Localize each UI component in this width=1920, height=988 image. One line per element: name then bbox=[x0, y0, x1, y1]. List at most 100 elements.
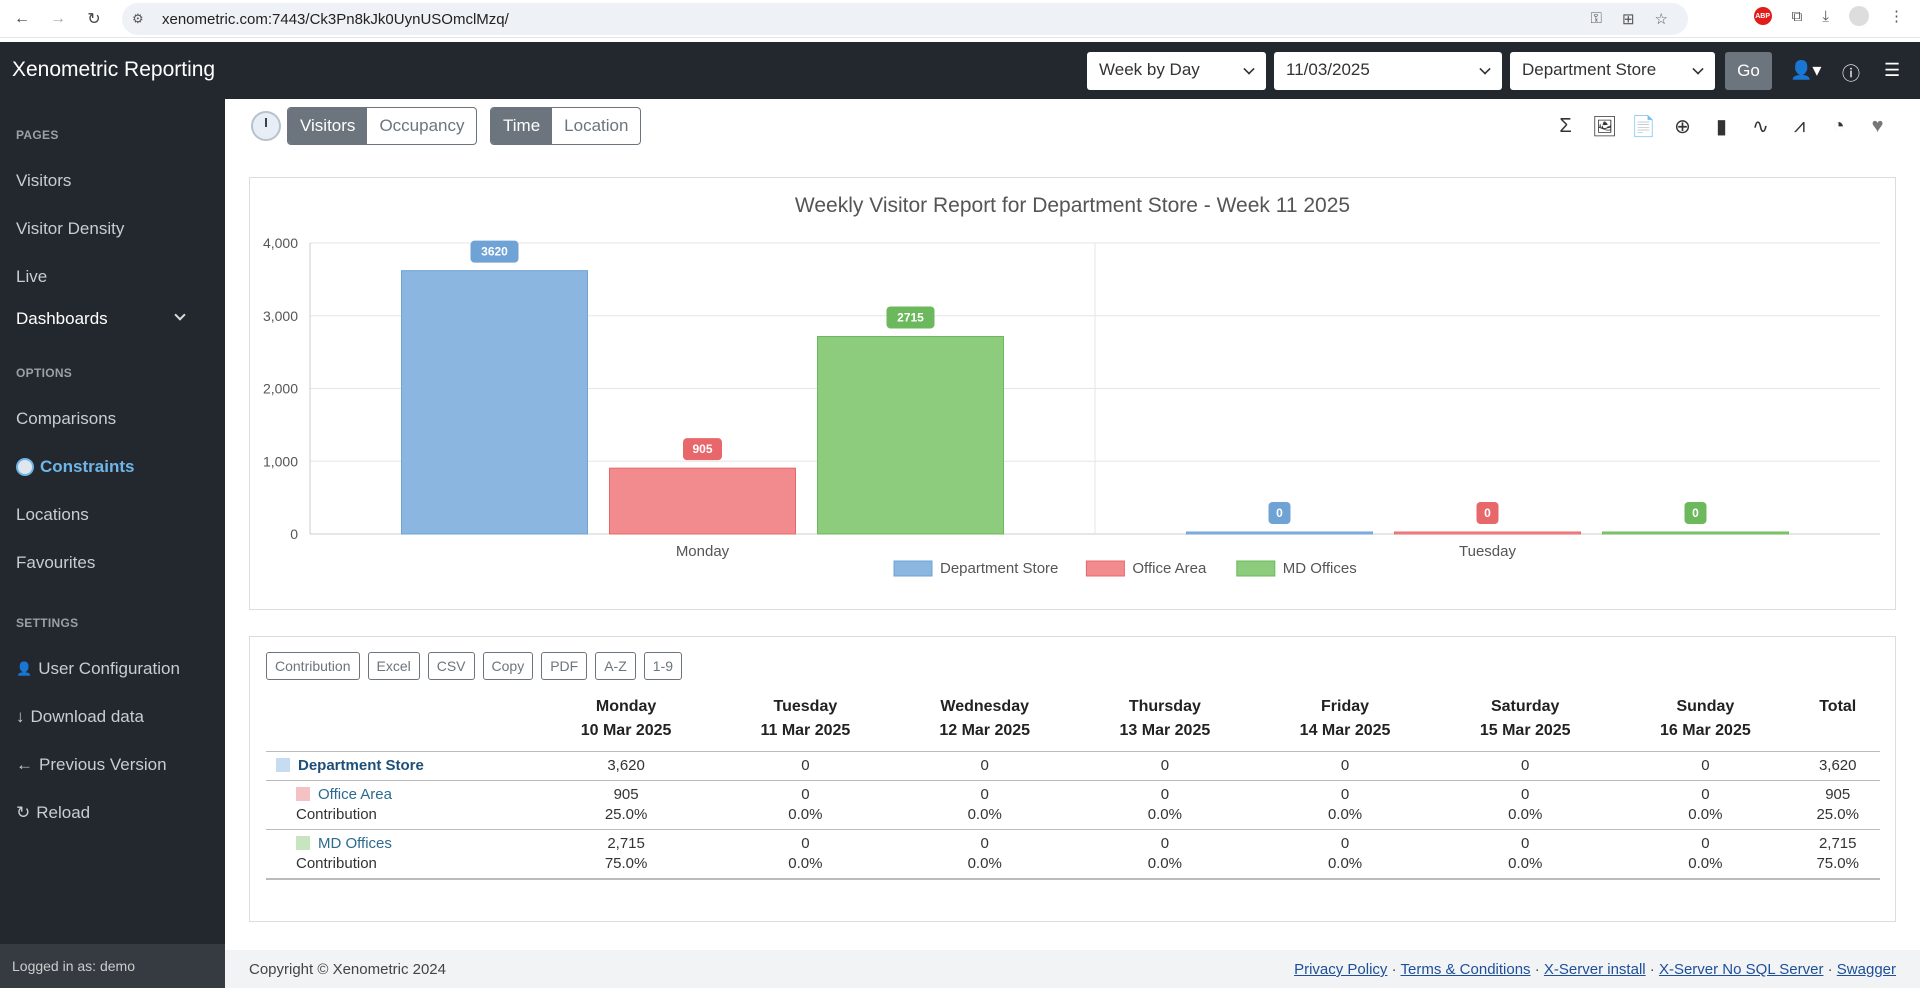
go-button[interactable]: Go bbox=[1725, 52, 1772, 90]
visitors-toggle-button[interactable]: Visitors bbox=[288, 108, 368, 144]
legend-label: MD Offices bbox=[1283, 560, 1357, 577]
swagger-link[interactable]: Swagger bbox=[1836, 961, 1896, 978]
sidebar-item-comparisons[interactable]: Comparisons bbox=[16, 409, 117, 428]
sidebar-item-locations[interactable]: Locations bbox=[16, 505, 89, 524]
extensions-icon[interactable]: ⧉ bbox=[1791, 7, 1803, 25]
bar-chart-icon[interactable]: ▮ bbox=[1715, 116, 1727, 138]
value-cell: 0 bbox=[894, 751, 1075, 781]
copy-button[interactable]: Copy bbox=[482, 652, 534, 680]
bar bbox=[1602, 531, 1789, 535]
sidebar-item-label: User Configuration bbox=[38, 659, 180, 678]
url-text[interactable]: xenometric.com:7443/Ck3Pn8kJk0UynUSOmclM… bbox=[162, 10, 509, 28]
star-icon[interactable]: ☆ bbox=[1654, 11, 1668, 28]
column-day: Wednesday bbox=[940, 698, 1029, 715]
column-header: Sunday 16 Mar 2025 bbox=[1615, 691, 1795, 752]
1-9-button[interactable]: 1-9 bbox=[643, 652, 683, 680]
percentage: 0.0% bbox=[1147, 806, 1182, 823]
column-date: 12 Mar 2025 bbox=[939, 722, 1031, 739]
value: 0 bbox=[1701, 786, 1710, 803]
location-link[interactable]: MD Offices bbox=[318, 835, 392, 852]
sidebar-item-user-configuration[interactable]: 👤 User Configuration bbox=[16, 659, 180, 679]
sidebar-item-visitor-density[interactable]: Visitor Density bbox=[16, 219, 125, 238]
value-cell: 0 0.0% bbox=[716, 829, 895, 880]
chevron-down-icon[interactable] bbox=[174, 309, 186, 321]
xserver-link[interactable]: X-Server install bbox=[1543, 961, 1646, 978]
profile-icon[interactable] bbox=[1849, 6, 1869, 26]
back-icon[interactable]: ← bbox=[14, 9, 30, 27]
percentage: 25.0% bbox=[604, 806, 648, 823]
combo-chart-icon[interactable]: ⩘ bbox=[1793, 115, 1806, 137]
a-z-button[interactable]: A-Z bbox=[595, 652, 636, 680]
row-name-cell: Department Store bbox=[266, 751, 536, 781]
time-toggle-button[interactable]: Time bbox=[491, 108, 553, 144]
location-toggle-button[interactable]: Location bbox=[564, 116, 629, 135]
download-icon[interactable]: ⤓ bbox=[1822, 7, 1829, 25]
options-heading: OPTIONS bbox=[16, 366, 73, 380]
heart-icon[interactable]: ♥ bbox=[1871, 115, 1884, 137]
terms-link[interactable]: Terms & Conditions bbox=[1400, 961, 1531, 978]
excel-button[interactable]: Excel bbox=[367, 652, 420, 680]
pdf-button[interactable]: PDF bbox=[541, 652, 588, 680]
key-icon[interactable]: ⚿ bbox=[1590, 10, 1602, 27]
date-select[interactable]: 11/03/2025 bbox=[1274, 52, 1502, 90]
adblock-icon[interactable]: ABP bbox=[1753, 7, 1772, 25]
value: 0 bbox=[1160, 835, 1170, 852]
chevron-down-icon bbox=[1479, 63, 1491, 75]
privacy-link[interactable]: Privacy Policy bbox=[1294, 961, 1388, 978]
site-info-icon[interactable]: ⚙ bbox=[132, 11, 144, 26]
location-link[interactable]: Department Store bbox=[298, 757, 424, 774]
sidebar-item-previous-version[interactable]: ← Previous Version bbox=[16, 755, 167, 775]
hamburger-icon[interactable]: ☰ bbox=[1884, 60, 1901, 80]
value-cell: 0 0.0% bbox=[1615, 780, 1796, 830]
help-icon[interactable]: ⓘ bbox=[1842, 64, 1860, 84]
row-name-cell: Office Area Contribution bbox=[266, 780, 536, 830]
bar bbox=[817, 335, 1004, 535]
sidebar-item-favourites[interactable]: Favourites bbox=[16, 553, 96, 572]
value-cell: 0 0.0% bbox=[1254, 780, 1436, 830]
translate-icon[interactable]: ⊞ bbox=[1621, 11, 1635, 28]
location-select[interactable]: Department Store bbox=[1510, 52, 1715, 90]
data-label: 2715 bbox=[897, 310, 924, 324]
value-cell: 0 0.0% bbox=[1435, 780, 1616, 830]
column-day: Saturday bbox=[1490, 698, 1560, 715]
occupancy-toggle-button[interactable]: Occupancy bbox=[379, 116, 465, 135]
column-header: Wednesday 12 Mar 2025 bbox=[895, 691, 1075, 752]
sidebar-item-live[interactable]: Live bbox=[16, 267, 48, 286]
image-icon[interactable]: 🖼 bbox=[1591, 116, 1618, 138]
location-link[interactable]: Office Area bbox=[318, 786, 392, 803]
line-chart-icon[interactable]: ∿ bbox=[1752, 116, 1769, 138]
pie-chart-icon[interactable]: ◔ bbox=[1832, 115, 1845, 137]
xserver-nosql-link[interactable]: X-Server No SQL Server bbox=[1658, 961, 1824, 978]
csv-button[interactable]: CSV bbox=[427, 652, 475, 680]
menu-icon[interactable]: ⋮ bbox=[1889, 8, 1904, 25]
address-bar[interactable]: ⚙ xenometric.com:7443/Ck3Pn8kJk0UynUSOmc… bbox=[122, 3, 1688, 35]
sidebar-item-constraints[interactable]: Constraints bbox=[16, 457, 134, 477]
table-buttons: Contribution Excel CSV Copy PDF A-Z 1-9 bbox=[266, 652, 683, 680]
table-row: Office Area Contribution 905 25.0% 0 0.0% 0 0.0… bbox=[266, 780, 1880, 830]
value: 905 bbox=[1825, 786, 1851, 803]
sum-icon[interactable]: Σ bbox=[1559, 115, 1572, 137]
value-cell: 2,715 75.0% bbox=[1795, 829, 1880, 880]
period-select[interactable]: Week by Day bbox=[1087, 52, 1266, 90]
user-icon[interactable]: 👤▾ bbox=[1790, 60, 1822, 80]
sidebar-item-visitors[interactable]: Visitors bbox=[16, 171, 72, 190]
reload-icon[interactable]: ↻ bbox=[87, 10, 101, 28]
value-cell: 0 0.0% bbox=[716, 780, 895, 830]
clock-icon[interactable] bbox=[251, 111, 281, 141]
pdf-icon[interactable]: 📄 bbox=[1631, 116, 1656, 138]
download-circle-icon[interactable]: ⊕ bbox=[1674, 116, 1691, 138]
value-cell: 905 25.0% bbox=[1795, 780, 1880, 830]
contribution-button[interactable]: Contribution bbox=[266, 652, 360, 680]
column-header: Saturday 15 Mar 2025 bbox=[1435, 691, 1615, 752]
forward-icon[interactable]: → bbox=[50, 9, 66, 27]
brand-title[interactable]: Xenometric Reporting bbox=[12, 58, 216, 81]
sidebar-item-download-data[interactable]: ↓ Download data bbox=[16, 707, 144, 727]
reload-icon: ↻ bbox=[16, 803, 31, 822]
value: 0 bbox=[1160, 757, 1170, 774]
table-row: Department Store 3,620 0 0 0 0 0 0 3,620 bbox=[266, 751, 1880, 781]
settings-heading: SETTINGS bbox=[16, 616, 79, 630]
value-cell: 0 bbox=[716, 751, 895, 781]
sidebar-item-reload[interactable]: ↻ Reload bbox=[16, 803, 90, 823]
sidebar-item-dashboards[interactable]: Dashboards bbox=[16, 309, 108, 328]
value-cell: 0 0.0% bbox=[894, 829, 1075, 880]
